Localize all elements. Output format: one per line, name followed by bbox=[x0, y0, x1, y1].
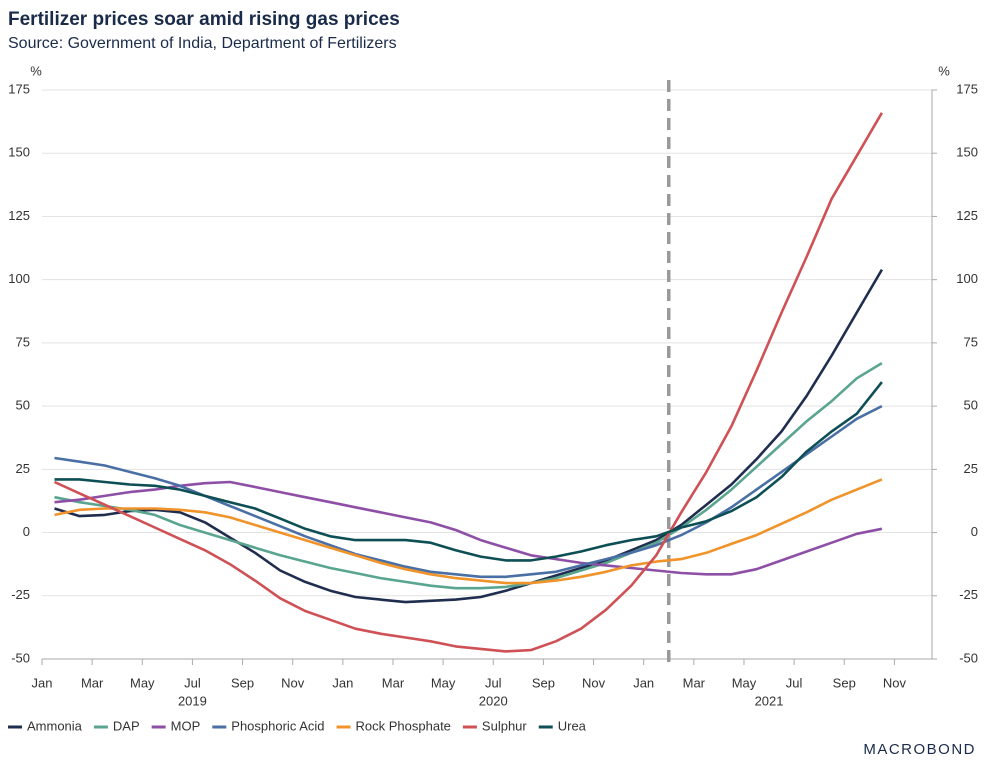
legend-label: Ammonia bbox=[27, 718, 83, 733]
series-line bbox=[54, 404, 883, 579]
y2-tick-label: 175 bbox=[956, 81, 978, 96]
x-tick-label: May bbox=[431, 675, 456, 690]
x-year-label: 2019 bbox=[178, 693, 207, 708]
legend-label: Urea bbox=[558, 718, 587, 733]
y2-tick-label: -50 bbox=[959, 650, 978, 665]
x-tick-label: Mar bbox=[81, 675, 104, 690]
x-tick-label: Mar bbox=[683, 675, 706, 690]
series-line bbox=[54, 480, 883, 576]
x-tick-label: Jul bbox=[184, 675, 201, 690]
y-tick-label: 75 bbox=[16, 334, 30, 349]
y2-unit: % bbox=[938, 63, 950, 78]
legend-label: Phosphoric Acid bbox=[231, 718, 324, 733]
y-tick-label: 150 bbox=[8, 145, 30, 160]
y-tick-label: 50 bbox=[16, 398, 30, 413]
chart-subtitle: Source: Government of India, Department … bbox=[8, 35, 397, 52]
y2-tick-label: 150 bbox=[956, 145, 978, 160]
y-tick-label: 175 bbox=[8, 81, 30, 96]
x-tick-label: May bbox=[130, 675, 155, 690]
x-tick-label: Nov bbox=[281, 675, 305, 690]
x-tick-label: Sep bbox=[532, 675, 555, 690]
legend-label: MOP bbox=[171, 718, 201, 733]
x-year-label: 2021 bbox=[755, 693, 784, 708]
y2-tick-label: 125 bbox=[956, 208, 978, 223]
series-line bbox=[54, 381, 883, 562]
x-tick-label: Sep bbox=[231, 675, 254, 690]
y2-tick-label: 0 bbox=[971, 524, 978, 539]
x-tick-label: Jan bbox=[332, 675, 353, 690]
x-tick-label: Jul bbox=[485, 675, 502, 690]
x-tick-label: Jan bbox=[633, 675, 654, 690]
logo: MACROBOND bbox=[863, 741, 976, 758]
x-tick-label: Nov bbox=[582, 675, 606, 690]
x-tick-label: Mar bbox=[382, 675, 405, 690]
x-tick-label: Jan bbox=[32, 675, 53, 690]
x-tick-label: Nov bbox=[883, 675, 907, 690]
y-unit: % bbox=[30, 63, 42, 78]
y-tick-label: -50 bbox=[11, 650, 30, 665]
legend-label: Sulphur bbox=[482, 718, 527, 733]
y2-tick-label: 25 bbox=[964, 461, 978, 476]
y2-tick-label: 50 bbox=[964, 398, 978, 413]
legend-label: Rock Phosphate bbox=[356, 718, 451, 733]
y-tick-label: 125 bbox=[8, 208, 30, 223]
chart-title: Fertilizer prices soar amid rising gas p… bbox=[8, 9, 400, 30]
series-line bbox=[54, 478, 883, 585]
legend-label: DAP bbox=[113, 718, 140, 733]
y-tick-label: 0 bbox=[23, 524, 30, 539]
x-tick-label: Sep bbox=[833, 675, 856, 690]
series-line bbox=[53, 112, 884, 653]
y2-tick-label: 75 bbox=[964, 334, 978, 349]
x-tick-label: May bbox=[732, 675, 757, 690]
y-tick-label: -25 bbox=[11, 587, 30, 602]
y-tick-label: 100 bbox=[8, 271, 30, 286]
series-line bbox=[54, 361, 883, 590]
x-tick-label: Jul bbox=[786, 675, 803, 690]
series-line bbox=[54, 268, 884, 604]
y-tick-label: 25 bbox=[16, 461, 30, 476]
x-year-label: 2020 bbox=[479, 693, 508, 708]
y2-tick-label: -25 bbox=[959, 587, 978, 602]
y2-tick-label: 100 bbox=[956, 271, 978, 286]
